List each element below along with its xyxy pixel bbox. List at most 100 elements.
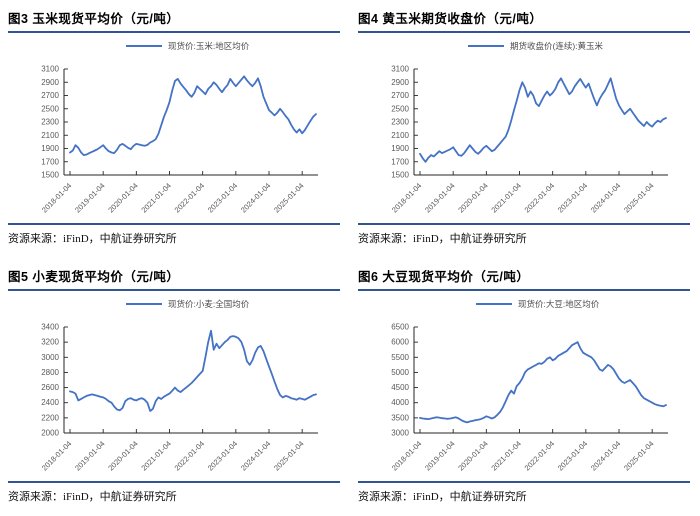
x-tick-label: 2024-01-04 — [589, 439, 622, 472]
series-line — [419, 341, 667, 424]
title-rule — [8, 31, 340, 33]
x-tick-label: 2025-01-04 — [622, 439, 655, 472]
chart-svg: 现货价:玉米:地区均价 1500 1700 1900 2100 2300 2500 2700 2… — [40, 41, 318, 215]
source-rule — [8, 223, 340, 225]
figure-panel-6: 图6 大豆现货平均价（元/吨） 现货价:大豆:地区均价 3000 3500 4000 4… — [350, 258, 700, 516]
y-tick-label: 6000 — [391, 338, 409, 347]
x-tick-label: 2019-01-04 — [423, 181, 456, 214]
x-tick-label: 2019-01-04 — [73, 181, 106, 214]
chart-svg: 期货收盘价(连续):黄玉米 1500 1700 1900 2100 2300 2500 270… — [390, 41, 668, 215]
y-tick-label: 2700 — [391, 91, 409, 100]
series-line — [419, 77, 667, 163]
x-tick-label: 2021-01-04 — [139, 181, 172, 214]
legend-label: 现货价:大豆:地区均价 — [518, 299, 600, 309]
x-tick-label: 2022-01-04 — [173, 181, 206, 214]
x-tick-label: 2025-01-04 — [622, 181, 655, 214]
source-line: 资源来源：iFinD，中航证券研究所 — [358, 233, 527, 245]
x-tick-label: 2018-01-04 — [390, 181, 423, 214]
y-tick-label: 1900 — [391, 144, 409, 153]
y-tick-label: 3000 — [391, 429, 409, 438]
y-tick-label: 3000 — [41, 353, 59, 362]
x-tick-label: 2022-01-04 — [173, 439, 206, 472]
series-line — [69, 75, 317, 156]
figure-title: 图3 玉米现货平均价（元/吨） — [8, 12, 180, 26]
y-tick-label: 2400 — [41, 398, 59, 407]
y-tick-label: 1700 — [41, 157, 59, 166]
y-tick-label: 3200 — [41, 338, 59, 347]
x-tick-label: 2020-01-04 — [106, 181, 139, 214]
x-tick-label: 2023-01-04 — [206, 181, 239, 214]
source-rule — [8, 481, 340, 483]
y-tick-label: 4500 — [391, 383, 409, 392]
y-tick-label: 3400 — [41, 323, 59, 332]
legend-label: 现货价:玉米:地区均价 — [168, 41, 250, 51]
y-tick-label: 2500 — [391, 104, 409, 113]
y-tick-label: 2300 — [41, 118, 59, 127]
x-tick-label: 2023-01-04 — [556, 439, 589, 472]
y-tick-label: 1700 — [391, 157, 409, 166]
title-rule — [8, 289, 340, 291]
y-tick-label: 4000 — [391, 398, 409, 407]
y-tick-label: 2100 — [41, 131, 59, 140]
x-tick-label: 2025-01-04 — [272, 181, 305, 214]
source-rule — [358, 223, 690, 225]
y-tick-label: 2600 — [41, 383, 59, 392]
y-tick-label: 2000 — [41, 429, 59, 438]
chart-svg: 现货价:大豆:地区均价 3000 3500 4000 4500 5000 5500 6000 6… — [390, 299, 668, 473]
line-chart: 期货收盘价(连续):黄玉米 1500 1700 1900 2100 2300 2500 270… — [358, 35, 690, 223]
y-tick-label: 1500 — [391, 171, 409, 180]
source-line: 资源来源：iFinD，中航证券研究所 — [8, 233, 177, 245]
y-tick-label: 3500 — [391, 413, 409, 422]
x-tick-label: 2023-01-04 — [206, 439, 239, 472]
legend-label: 期货收盘价(连续):黄玉米 — [510, 41, 604, 51]
y-tick-label: 2800 — [41, 368, 59, 377]
x-tick-label: 2020-01-04 — [106, 439, 139, 472]
x-tick-label: 2021-01-04 — [489, 439, 522, 472]
x-tick-label: 2022-01-04 — [523, 181, 556, 214]
figure-title: 图6 大豆现货平均价（元/吨） — [358, 270, 530, 284]
y-tick-label: 2200 — [41, 413, 59, 422]
y-tick-label: 2100 — [391, 131, 409, 140]
x-tick-label: 2019-01-04 — [423, 439, 456, 472]
y-tick-label: 5500 — [391, 353, 409, 362]
x-tick-label: 2022-01-04 — [523, 439, 556, 472]
x-tick-label: 2018-01-04 — [40, 439, 73, 472]
figure-title: 图4 黄玉米期货收盘价（元/吨） — [358, 12, 543, 26]
x-tick-label: 2020-01-04 — [456, 181, 489, 214]
line-chart: 现货价:大豆:地区均价 3000 3500 4000 4500 5000 5500 6000 6… — [358, 293, 690, 481]
figure-panel-4: 图4 黄玉米期货收盘价（元/吨） 期货收盘价(连续):黄玉米 1500 1700 19… — [350, 0, 700, 258]
x-tick-label: 2021-01-04 — [139, 439, 172, 472]
figure-title: 图5 小麦现货平均价（元/吨） — [8, 270, 180, 284]
chart-svg: 现货价:小麦:全国均价 2000 2200 2400 2600 2800 3000 3200 3… — [40, 299, 318, 473]
source-line: 资源来源：iFinD，中航证券研究所 — [358, 491, 527, 503]
y-tick-label: 2500 — [41, 104, 59, 113]
y-tick-label: 5000 — [391, 368, 409, 377]
legend-label: 现货价:小麦:全国均价 — [168, 299, 250, 309]
x-tick-label: 2018-01-04 — [390, 439, 423, 472]
y-tick-label: 1900 — [41, 144, 59, 153]
y-tick-label: 2900 — [41, 78, 59, 87]
source-line: 资源来源：iFinD，中航证券研究所 — [8, 491, 177, 503]
figure-panel-3: 图3 玉米现货平均价（元/吨） 现货价:玉米:地区均价 1500 1700 1900 2… — [0, 0, 350, 258]
source-rule — [358, 481, 690, 483]
x-tick-label: 2021-01-04 — [489, 181, 522, 214]
x-tick-label: 2023-01-04 — [556, 181, 589, 214]
x-tick-label: 2025-01-04 — [272, 439, 305, 472]
series-line — [69, 329, 317, 412]
figure-panel-5: 图5 小麦现货平均价（元/吨） 现货价:小麦:全国均价 2000 2200 2400 2… — [0, 258, 350, 516]
y-tick-label: 1500 — [41, 171, 59, 180]
x-tick-label: 2019-01-04 — [73, 439, 106, 472]
y-tick-label: 3100 — [391, 65, 409, 74]
line-chart: 现货价:小麦:全国均价 2000 2200 2400 2600 2800 3000 3200 3… — [8, 293, 340, 481]
x-tick-label: 2024-01-04 — [239, 439, 272, 472]
x-tick-label: 2020-01-04 — [456, 439, 489, 472]
y-tick-label: 6500 — [391, 323, 409, 332]
y-tick-label: 3100 — [41, 65, 59, 74]
line-chart: 现货价:玉米:地区均价 1500 1700 1900 2100 2300 2500 2700 2… — [8, 35, 340, 223]
x-tick-label: 2024-01-04 — [589, 181, 622, 214]
y-tick-label: 2300 — [391, 118, 409, 127]
y-tick-label: 2900 — [391, 78, 409, 87]
x-tick-label: 2018-01-04 — [40, 181, 73, 214]
title-rule — [358, 289, 690, 291]
